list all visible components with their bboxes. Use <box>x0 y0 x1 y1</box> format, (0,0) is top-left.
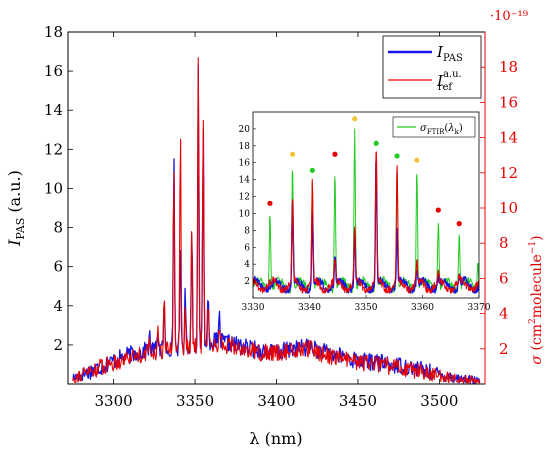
y-tick-label-left: 4 <box>53 297 63 315</box>
inset-y-tick-label: 10 <box>239 209 251 219</box>
peak-marker <box>435 207 441 213</box>
y-tick-label-left: 6 <box>53 258 63 276</box>
y-tick-label-left: 18 <box>44 23 63 41</box>
inset-y-tick-label: 16 <box>239 159 251 169</box>
main-series-group <box>72 57 481 384</box>
y-tick-label-right: 16 <box>499 93 518 111</box>
right-axis-multiplier: ·10⁻¹⁹ <box>490 9 528 24</box>
x-tick-label: 3500 <box>420 392 458 410</box>
peak-marker <box>394 153 400 159</box>
inset-line-ref <box>253 151 479 294</box>
inset-y-tick-label: 6 <box>244 243 250 253</box>
x-axis-label: λ (nm) <box>249 429 302 448</box>
y-tick-label-left: 16 <box>44 62 63 80</box>
inset-x-tick-label: 3340 <box>298 303 321 313</box>
peak-marker <box>373 140 379 146</box>
inset-background <box>253 112 479 298</box>
x-tick-label: 3450 <box>339 392 377 410</box>
peak-marker <box>289 151 296 157</box>
main-legend: IPAS Ia.u. ref <box>382 35 482 99</box>
y-tick-label-right: 8 <box>499 234 509 252</box>
inset-y-tick-label: 8 <box>244 226 250 236</box>
y-tick-label-right: 4 <box>499 305 509 323</box>
main-axes-group: 3300 3350 3400 3450 3500 2 4 6 8 10 12 14 16 18 2 4 6 8 10… <box>44 23 518 410</box>
y-tick-label-left: 2 <box>53 336 63 354</box>
series-line-ref <box>72 57 481 384</box>
main-legend-box <box>382 35 482 99</box>
legend-label-ref: Ia.u. ref <box>436 69 462 93</box>
y-tick-label-left: 14 <box>44 101 63 119</box>
y-axis-left-label: IPAS (a.u.) <box>5 170 27 247</box>
x-tick-label: 3300 <box>95 392 133 410</box>
peak-marker <box>267 200 273 206</box>
peak-marker <box>309 167 315 173</box>
inset-y-tick-label: 12 <box>239 193 250 203</box>
y-tick-label-left: 12 <box>44 140 63 158</box>
inset-x-tick-label: 3350 <box>355 303 378 313</box>
y-tick-label-right: 12 <box>499 164 518 182</box>
inset-y-tick-label: 18 <box>239 142 251 152</box>
inset-y-tick-label: 14 <box>239 176 251 186</box>
y-tick-label-left: 10 <box>44 179 63 197</box>
y-tick-label-right: 18 <box>499 58 518 76</box>
y-tick-label-right: 6 <box>499 269 509 287</box>
inset-legend-label: σFTIR(λk) <box>420 123 463 136</box>
inset-x-tick-label: 3360 <box>411 303 434 313</box>
peak-marker <box>332 151 338 157</box>
inset-legend-box <box>392 116 476 138</box>
inset-x-tick-label: 3330 <box>242 303 265 313</box>
x-tick-label: 3350 <box>176 392 214 410</box>
inset-legend: σFTIR(λk) <box>392 116 476 138</box>
peak-marker <box>414 157 420 163</box>
y-tick-label-left: 8 <box>53 219 63 237</box>
legend-label-pas: IPAS <box>436 43 463 64</box>
inset-axes-group: 3330 3340 3350 3360 3370 2 4 6 8 10 12 14 16 18 20 <box>239 125 491 313</box>
y-tick-label-right: 14 <box>499 129 518 147</box>
inset-x-tick-label: 3370 <box>468 303 491 313</box>
inset-y-tick-label: 4 <box>244 260 250 270</box>
inset-y-tick-label: 2 <box>244 277 250 287</box>
y-axis-right-label: σ (cm2molecule−1) <box>528 235 545 364</box>
peak-marker <box>352 116 358 122</box>
inset-series-group <box>253 116 479 294</box>
y-tick-label-right: 10 <box>499 199 518 217</box>
y-tick-label-right: 2 <box>499 340 509 358</box>
x-tick-label: 3400 <box>257 392 295 410</box>
inset-y-tick-label: 20 <box>239 125 251 135</box>
peak-marker <box>456 221 462 227</box>
